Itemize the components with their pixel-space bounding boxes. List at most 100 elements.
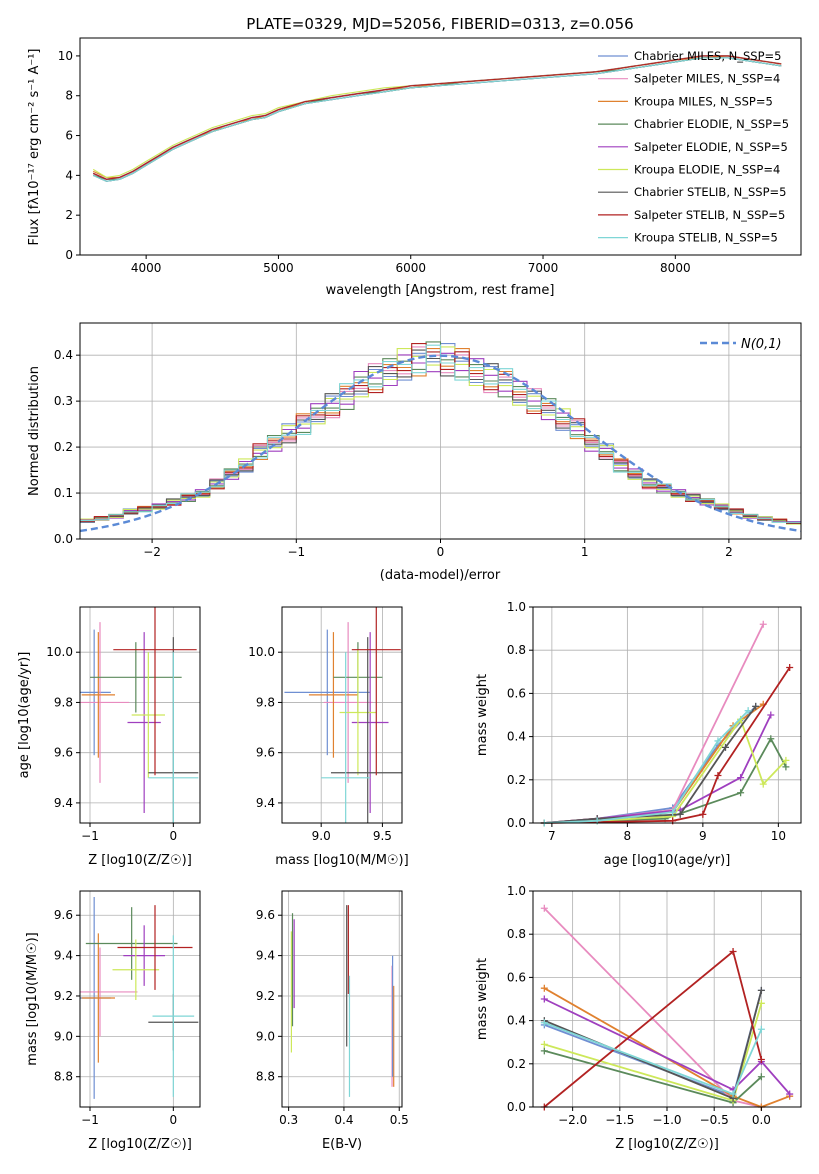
spectrum-x-label: wavelength [Angstrom, rest frame]	[326, 283, 555, 298]
mass-weight-vs-age-panel: 7 8 9 10 0.0 0.2 0.4 0.6 0.8 1.0 age [log10(age/y…	[475, 600, 802, 868]
y-tick-label: 0.2	[507, 1057, 526, 1071]
spectrum-axes-frame	[79, 37, 802, 256]
normal-curve-legend-label: N(0,1)	[741, 337, 782, 352]
mass-z-axes-frame	[79, 890, 201, 1108]
weight-marker	[737, 774, 745, 782]
weight-line-6	[544, 705, 757, 824]
weight-marker	[757, 1073, 765, 1081]
weight-line-5	[544, 717, 787, 824]
x-tick-label: 9	[699, 829, 707, 843]
y-tick-label: 0.2	[54, 440, 73, 454]
y-tick-label: 8.8	[54, 1070, 73, 1084]
model-spectrum-line-8	[92, 57, 782, 182]
y-tick-label: 4	[65, 168, 73, 182]
residual-legend: N(0,1)	[700, 337, 782, 352]
y-tick-label: 0.3	[54, 394, 73, 408]
x-tick-label: 0	[170, 829, 178, 843]
weight-z-y-label: mass weight	[475, 958, 490, 1040]
y-tick-label: 9.0	[256, 1029, 275, 1043]
y-tick-label: 0.4	[507, 730, 526, 744]
y-tick-label: 0.1	[54, 486, 73, 500]
age-mass-axes-frame	[281, 606, 403, 824]
y-tick-label: 9.8	[54, 695, 73, 709]
weight-marker	[759, 620, 767, 628]
x-tick-label: 10	[771, 829, 786, 843]
x-tick-label: −2	[143, 545, 161, 559]
residual-histogram-panel: −2 −1 0 1 2 0.0 0.1 0.2 0.3 0.4 (data-model)/erro…	[27, 322, 802, 583]
weight-marker	[540, 1047, 548, 1055]
mass-ebv-x-label: E(B-V)	[322, 1137, 362, 1152]
weight-line-2	[544, 703, 764, 824]
weight-marker	[540, 904, 548, 912]
mass-z-y-label: mass [log10(M/M☉)]	[25, 932, 40, 1065]
y-tick-label: 0.0	[54, 532, 73, 546]
x-tick-label: −1.5	[605, 1113, 634, 1127]
y-tick-label: 10	[58, 49, 73, 63]
y-tick-label: 9.2	[256, 989, 275, 1003]
weight-line-2	[543, 987, 791, 1108]
x-tick-label: 8000	[660, 261, 691, 275]
y-tick-label: 8	[65, 89, 73, 103]
y-tick-label: 9.6	[256, 908, 275, 922]
weight-marker	[759, 780, 767, 788]
y-tick-label: 0.8	[507, 643, 526, 657]
legend-label-5: Kroupa ELODIE, N_SSP=4	[634, 163, 780, 177]
weight-marker	[540, 984, 548, 992]
weight-marker	[729, 947, 737, 955]
y-tick-label: 6	[65, 129, 73, 143]
x-tick-label: −1	[81, 1113, 99, 1127]
y-tick-label: 0.6	[507, 686, 526, 700]
weight-marker	[782, 763, 790, 771]
legend-label-1: Salpeter MILES, N_SSP=4	[634, 72, 780, 86]
mass-z-x-label: Z [log10(Z/Z☉)]	[88, 1137, 192, 1152]
residual-x-label: (data-model)/error	[380, 568, 501, 583]
age-z-y-label: age [log10(age/yr)]	[17, 652, 32, 779]
y-tick-label: 9.8	[256, 695, 275, 709]
x-tick-label: 8	[624, 829, 632, 843]
weight-age-axes-frame	[532, 606, 802, 824]
y-tick-label: 9.2	[54, 989, 73, 1003]
legend-label-3: Chabrier ELODIE, N_SSP=5	[634, 117, 789, 131]
y-tick-label: 9.4	[256, 796, 275, 810]
model-spectrum-line-7	[92, 55, 782, 180]
x-tick-label: −1	[287, 545, 305, 559]
x-tick-label: 0.0	[752, 1113, 771, 1127]
weight-marker	[699, 810, 707, 818]
y-tick-label: 0.6	[507, 970, 526, 984]
legend-label-8: Kroupa STELIB, N_SSP=5	[634, 231, 778, 245]
weight-marker	[540, 995, 548, 1003]
age-mass-x-label: mass [log10(M/M☉)]	[275, 853, 408, 868]
legend-label-7: Salpeter STELIB, N_SSP=5	[634, 208, 785, 222]
weight-marker	[722, 743, 730, 751]
x-tick-label: 0.3	[279, 1113, 298, 1127]
age-z-axes-frame	[79, 606, 201, 824]
x-tick-label: 0.4	[334, 1113, 353, 1127]
weight-marker	[767, 735, 775, 743]
y-tick-label: 9.6	[256, 746, 275, 760]
y-tick-label: 0.0	[507, 1100, 526, 1114]
weight-marker	[744, 707, 752, 715]
x-tick-label: −2.0	[558, 1113, 587, 1127]
weight-line-4	[543, 998, 791, 1095]
weight-marker	[757, 1055, 765, 1063]
weight-marker	[737, 789, 745, 797]
legend-label-2: Kroupa MILES, N_SSP=5	[634, 94, 773, 108]
y-tick-label: 0.8	[507, 927, 526, 941]
weight-marker	[540, 1019, 548, 1027]
weight-marker	[767, 711, 775, 719]
x-tick-label: 0	[170, 1113, 178, 1127]
weight-line-7	[543, 949, 763, 1108]
spectrum-title: PLATE=0329, MJD=52056, FIBERID=0313, z=0…	[246, 15, 633, 33]
weight-line-7	[544, 667, 791, 824]
age-vs-metallicity-panel: −1 0 9.4 9.6 9.8 10.0 Z [log10(Z/Z☉)] age [lo…	[17, 606, 201, 868]
x-tick-label: 9.5	[373, 829, 392, 843]
age-z-x-label: Z [log10(Z/Z☉)]	[88, 853, 192, 868]
y-tick-label: 0	[65, 248, 73, 262]
legend-label-0: Chabrier MILES, N_SSP=5	[634, 49, 781, 63]
weight-marker	[729, 1090, 737, 1098]
weight-marker	[752, 702, 760, 710]
weight-marker	[540, 1040, 548, 1048]
y-tick-label: 9.6	[54, 908, 73, 922]
mass-vs-metallicity-panel: −1 0 8.8 9.0 9.2 9.4 9.6 Z [log10(Z/Z☉)] mass …	[25, 890, 201, 1152]
